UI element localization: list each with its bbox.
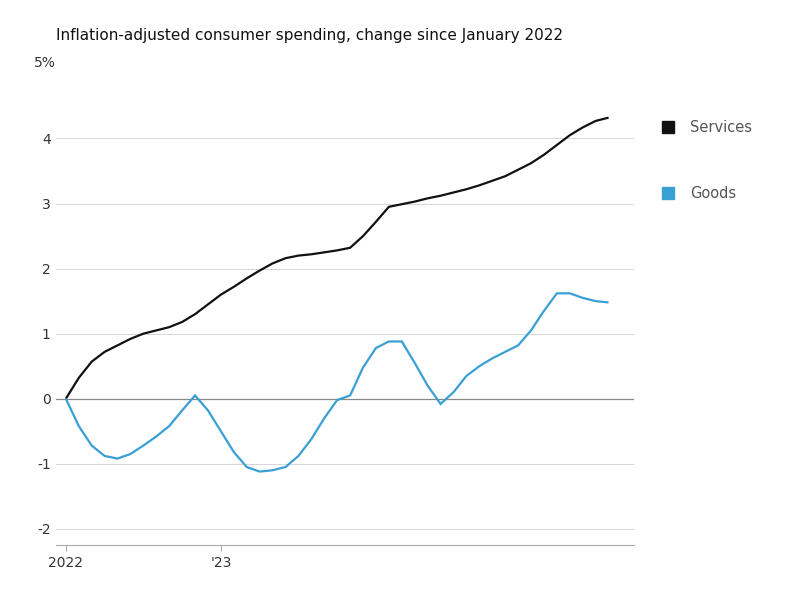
Text: 5%: 5% [33, 56, 56, 70]
Legend: Services, Goods: Services, Goods [653, 120, 752, 201]
Text: Inflation-adjusted consumer spending, change since January 2022: Inflation-adjusted consumer spending, ch… [56, 28, 562, 43]
